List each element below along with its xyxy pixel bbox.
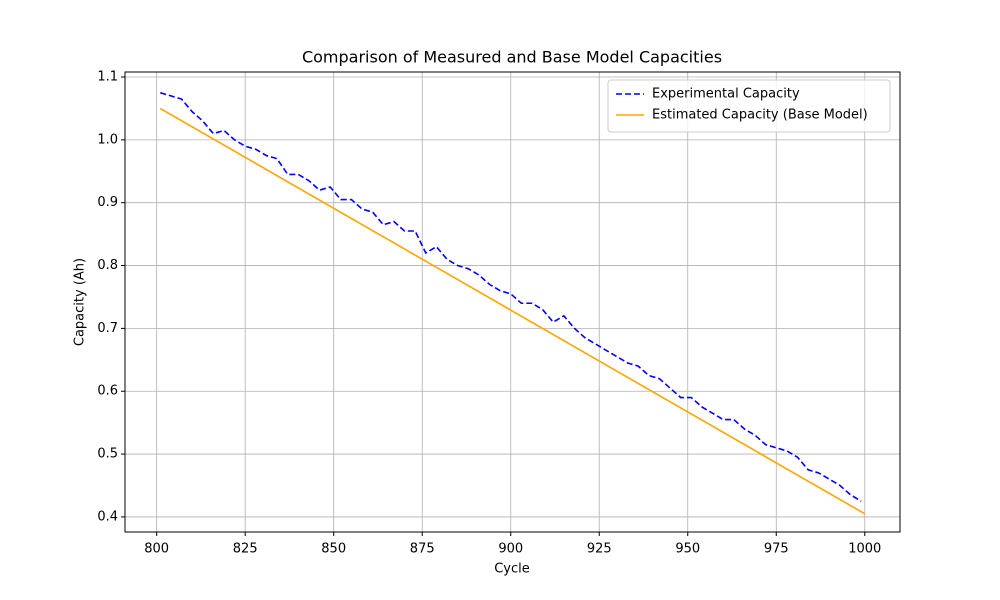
x-axis-label: Cycle [494,562,530,577]
x-tick-label: 800 [144,542,169,557]
y-axis-label: Capacity (Ah) [73,258,88,346]
data-line [159,107,866,515]
legend-label: Estimated Capacity (Base Model) [652,108,868,123]
legend-label: Experimental Capacity [652,87,800,102]
x-tick-label: 875 [410,542,435,557]
data-line [160,91,862,502]
y-tick-label: 0.6 [97,384,118,399]
x-tick-label: 850 [321,542,346,557]
y-tick-label: 0.7 [97,321,118,336]
chart-title: Comparison of Measured and Base Model Ca… [302,48,722,67]
y-tick-label: 0.8 [97,258,118,273]
y-tick-label: 0.9 [97,195,118,210]
y-tick-label: 1.1 [97,70,118,85]
x-tick-label: 825 [233,542,258,557]
x-tick-label: 950 [675,542,700,557]
plot-frame [124,71,901,533]
legend-box [607,79,891,133]
x-tick-label: 900 [498,542,523,557]
x-tick-label: 925 [587,542,612,557]
y-tick-label: 0.5 [97,447,118,462]
y-tick-label: 0.4 [97,509,118,524]
x-tick-label: 975 [764,542,789,557]
y-tick-label: 1.0 [97,132,118,147]
x-tick-label: 1000 [848,542,881,557]
